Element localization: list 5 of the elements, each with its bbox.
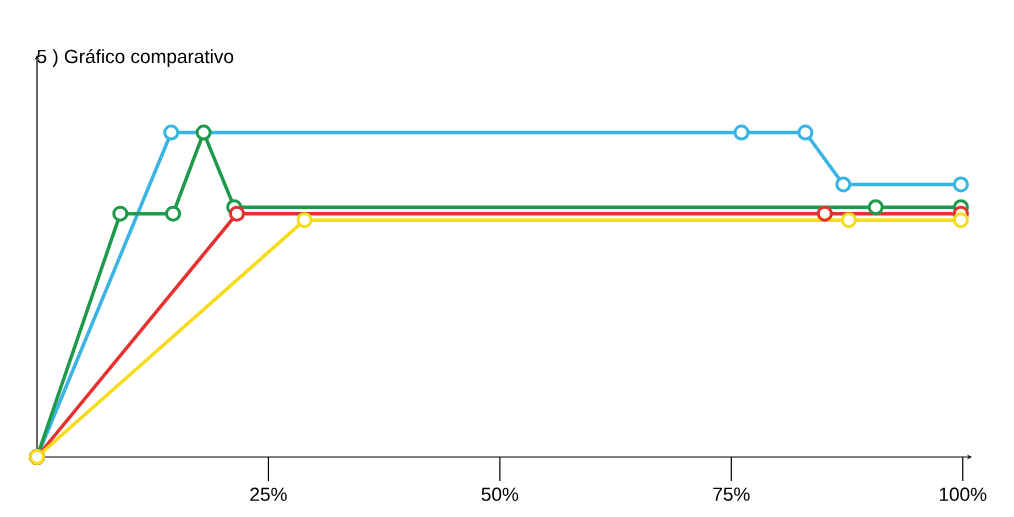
- x-tick-label: 25%: [250, 487, 287, 501]
- x-tick-label: 100%: [939, 487, 987, 501]
- x-tick-label: 50%: [481, 487, 519, 501]
- chart-title: 5 ) Gráfico comparativo: [37, 49, 234, 67]
- x-tick-label: 75%: [713, 487, 750, 501]
